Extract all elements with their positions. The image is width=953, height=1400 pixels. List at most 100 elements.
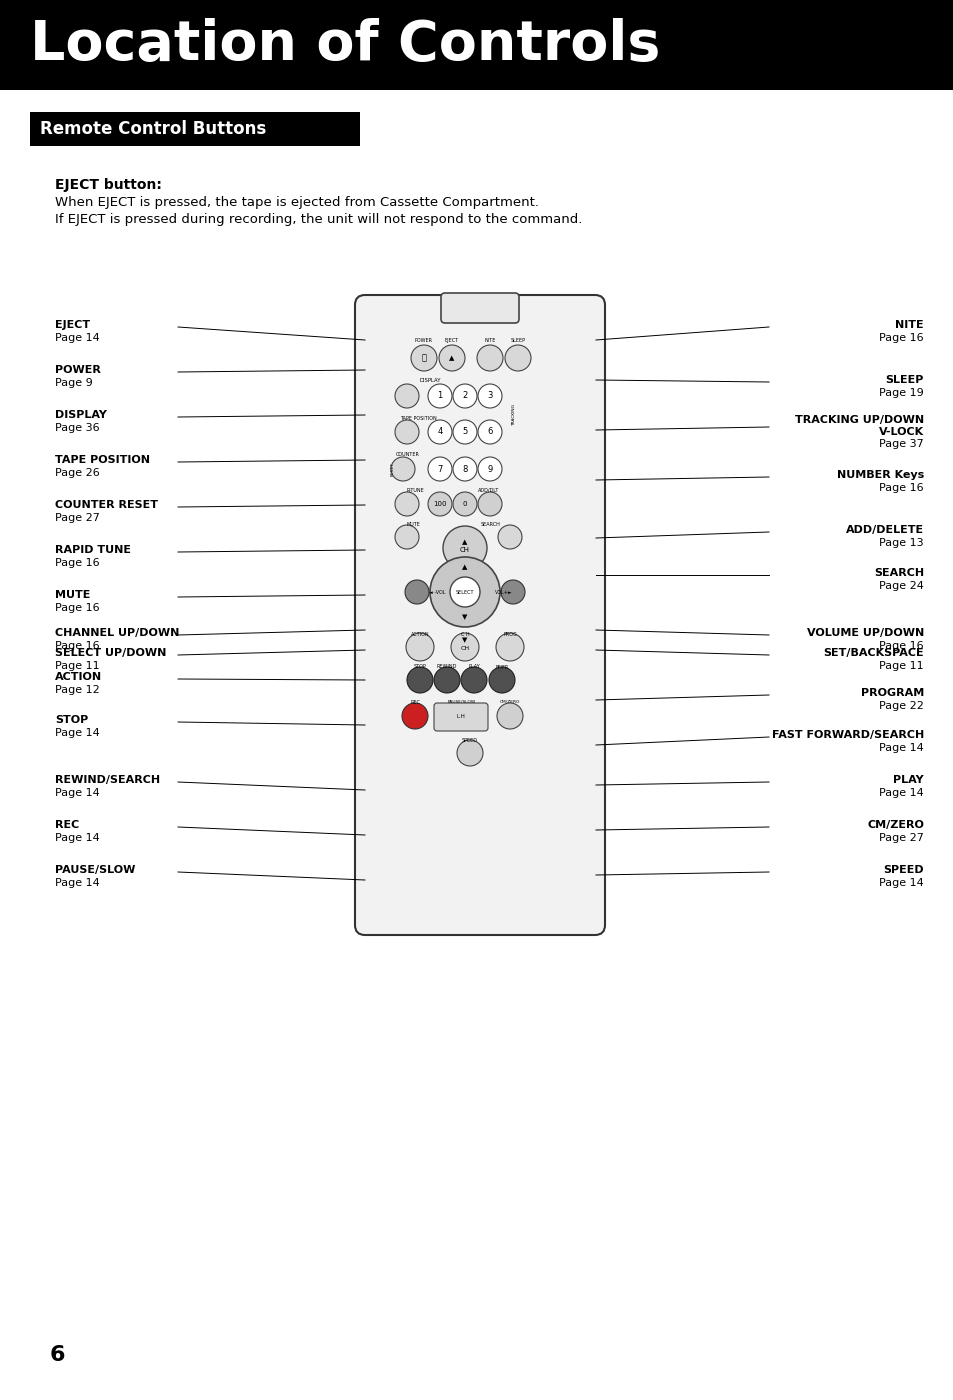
Text: Page 24: Page 24 [879,581,923,591]
Text: Page 11: Page 11 [55,661,99,671]
Text: Page 16: Page 16 [55,603,99,613]
Text: REC: REC [55,820,79,830]
Text: Page 14: Page 14 [879,743,923,753]
Text: Page 26: Page 26 [55,468,100,477]
Text: VOLUME UP/DOWN: VOLUME UP/DOWN [806,629,923,638]
FancyBboxPatch shape [440,293,518,323]
Text: REC: REC [410,700,419,704]
Text: TRACKING UP/DOWN: TRACKING UP/DOWN [794,414,923,426]
Text: MUTE: MUTE [407,522,420,526]
Circle shape [406,633,434,661]
Text: Page 14: Page 14 [55,333,100,343]
Text: ▼: ▼ [462,615,467,620]
Text: EJECT button:: EJECT button: [55,178,162,192]
Text: FAST FORWARD/SEARCH: FAST FORWARD/SEARCH [771,729,923,741]
Circle shape [453,491,476,517]
Text: NITE: NITE [895,321,923,330]
Circle shape [453,420,476,444]
Text: COUNTER RESET: COUNTER RESET [55,500,158,510]
Text: Page 9: Page 9 [55,378,92,388]
Text: ACTION: ACTION [55,672,102,682]
Text: Location of Controls: Location of Controls [30,18,659,71]
Text: 100: 100 [433,501,446,507]
Text: PROGRAM: PROGRAM [860,687,923,699]
Text: Page 14: Page 14 [55,728,100,738]
Text: DISPLAY: DISPLAY [55,410,107,420]
FancyBboxPatch shape [355,295,604,935]
Circle shape [477,384,501,407]
Circle shape [496,633,523,661]
Text: Page 16: Page 16 [879,641,923,651]
Text: 2: 2 [462,392,467,400]
Text: PLAY: PLAY [892,776,923,785]
Text: Page 19: Page 19 [879,388,923,398]
Text: Page 16: Page 16 [55,641,99,651]
Text: Page 27: Page 27 [879,833,923,843]
Circle shape [450,577,479,608]
Circle shape [477,456,501,482]
Text: EJECT: EJECT [444,337,458,343]
Text: DISPLAY: DISPLAY [419,378,441,382]
Text: PAUSE/SLOW: PAUSE/SLOW [447,700,476,704]
Circle shape [395,525,418,549]
Circle shape [453,456,476,482]
Text: FF/FR: FF/FR [495,665,508,669]
Text: POWER: POWER [415,337,433,343]
Text: REWIND/SEARCH: REWIND/SEARCH [55,776,160,785]
Text: ◄ -VOL: ◄ -VOL [429,589,445,595]
Text: EJECT: EJECT [55,321,90,330]
Text: CH: CH [460,645,469,651]
Text: V-LOCK: V-LOCK [878,427,923,437]
FancyBboxPatch shape [434,703,488,731]
Text: 4: 4 [436,427,442,437]
Circle shape [456,741,482,766]
Text: Page 13: Page 13 [879,538,923,547]
Text: 5: 5 [462,427,467,437]
Text: Page 22: Page 22 [879,701,923,711]
Text: SPEED: SPEED [461,738,477,742]
Circle shape [428,491,452,517]
Text: Page 14: Page 14 [55,788,100,798]
Text: Page 27: Page 27 [55,512,100,524]
Text: Page 16: Page 16 [879,483,923,493]
Circle shape [460,666,486,693]
Circle shape [438,344,464,371]
Text: 6: 6 [50,1345,66,1365]
Circle shape [504,344,531,371]
Text: Remote Control Buttons: Remote Control Buttons [40,120,266,139]
Bar [0,0,953,90]
Text: STOP: STOP [55,715,89,725]
Circle shape [476,344,502,371]
Bar [30,112,359,146]
Text: ▼: ▼ [462,637,467,643]
Text: SET/BACKSPACE: SET/BACKSPACE [822,648,923,658]
Circle shape [477,491,501,517]
Text: SPEED: SPEED [882,865,923,875]
Text: ADD/DELETE: ADD/DELETE [845,525,923,535]
Circle shape [451,633,478,661]
Text: RAPID TUNE: RAPID TUNE [55,545,131,554]
Text: C H: C H [460,631,469,637]
Text: SLEEP: SLEEP [510,337,525,343]
Text: ▲: ▲ [462,564,467,570]
Text: TAPE POSITION: TAPE POSITION [399,416,436,420]
Circle shape [428,384,452,407]
Text: PROG: PROG [502,631,517,637]
Circle shape [395,491,418,517]
Text: ▲: ▲ [449,356,455,361]
Text: ADD/DLT: ADD/DLT [477,487,498,493]
Circle shape [453,384,476,407]
Text: PLAY: PLAY [468,665,479,669]
Text: ACTION: ACTION [410,631,429,637]
Text: Page 14: Page 14 [879,878,923,888]
Text: 3: 3 [487,392,492,400]
Circle shape [428,456,452,482]
Text: STOP: STOP [414,665,426,669]
Text: PAUSE/SLOW: PAUSE/SLOW [55,865,135,875]
Circle shape [411,344,436,371]
Text: 6: 6 [487,427,492,437]
Text: Page 16: Page 16 [55,559,99,568]
Text: 1: 1 [436,392,442,400]
Text: ▲: ▲ [462,539,467,545]
Circle shape [395,420,418,444]
